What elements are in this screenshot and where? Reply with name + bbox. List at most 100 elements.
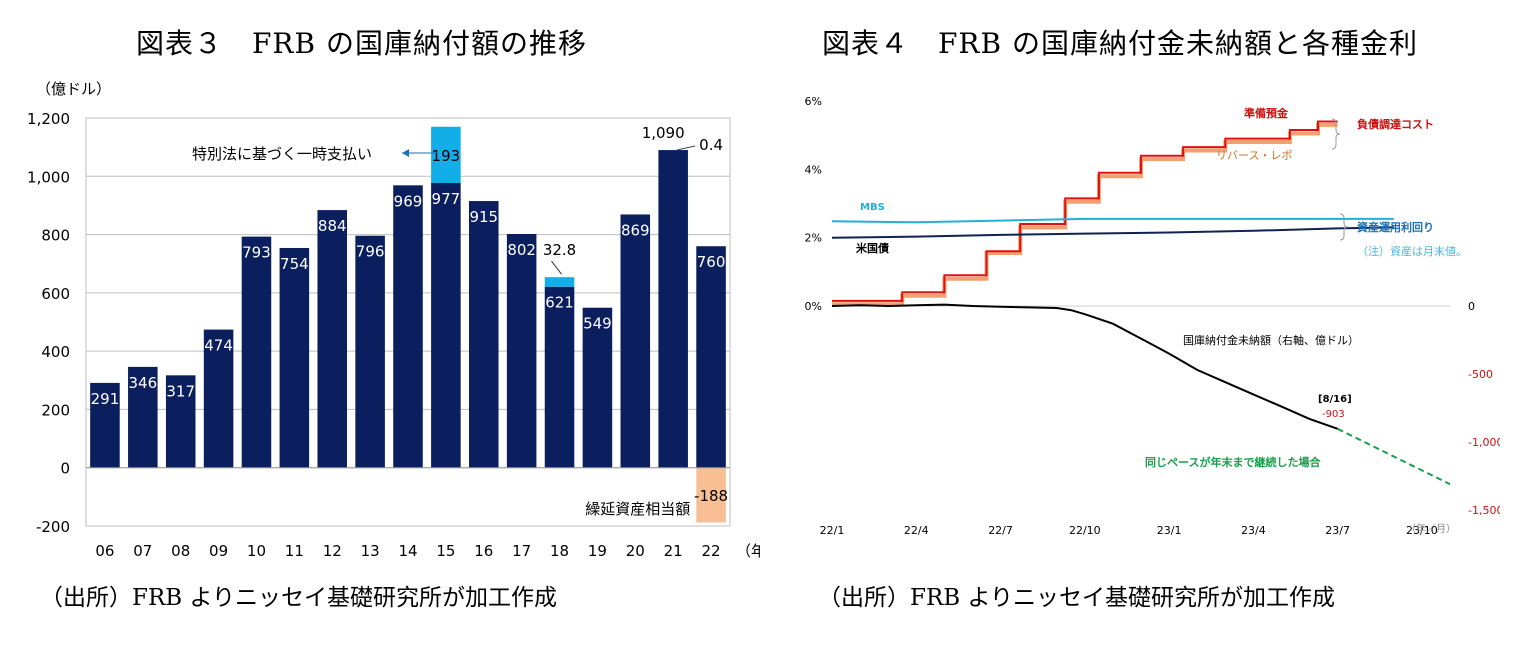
x-tick-label: 08: [171, 542, 190, 560]
bar-data-label: 793: [242, 244, 271, 262]
x-tick-label: 22/7: [988, 524, 1013, 537]
left-axis-tick: 2%: [805, 232, 822, 245]
label-reserve: 準備預金: [1244, 106, 1289, 120]
x-tick-label: 06: [95, 542, 114, 560]
bar-deferred-asset: [696, 467, 726, 523]
bar-data-label: 977: [432, 190, 461, 208]
x-tick-label: 23/10: [1406, 524, 1438, 537]
y-tick-label: 0: [60, 460, 70, 478]
line-mbs: [831, 217, 1394, 224]
line-unpaid-remittance: [831, 303, 1338, 430]
right-axis-tick: 0: [1468, 300, 1475, 313]
figure4-title: 図表４ FRB の国庫納付金未納額と各種金利: [822, 27, 1418, 60]
label-yield: 資産運用利回り: [1357, 220, 1434, 234]
x-tick-label: 09: [209, 542, 228, 560]
bar-data-label: 291: [91, 390, 120, 408]
figure3-title: 図表３ FRB の国庫納付額の推移: [136, 27, 587, 60]
bar-data-label: 317: [166, 382, 195, 400]
x-tick-label: 14: [398, 542, 417, 560]
bar-data-label: 621: [545, 294, 574, 312]
y-tick-label: 200: [41, 401, 70, 419]
bar-data-label: 346: [129, 374, 158, 392]
bar-data-label: 869: [621, 221, 650, 239]
deferred-asset-annotation: 繰延資産相当額: [585, 500, 690, 518]
bar-data-label: 549: [583, 315, 612, 333]
label-cost: 負債調達コスト: [1357, 117, 1434, 131]
x-tick-label: 23/7: [1325, 524, 1350, 537]
bar-national-treasury-payment: [431, 182, 461, 468]
line-treasury: [831, 226, 1394, 239]
x-tick-label: 20: [626, 542, 645, 560]
bar-national-treasury-payment: [203, 329, 234, 468]
x-tick-label: 13: [361, 542, 380, 560]
special-payment-label: 32.8: [543, 241, 576, 259]
brace-yield: [1339, 213, 1349, 241]
right-axis-tick: -500: [1468, 368, 1493, 381]
right-axis-tick: -1,500: [1468, 504, 1500, 517]
label-unpaid: 国庫納付金未納額（右軸、億ドル）: [1183, 333, 1359, 347]
bar-national-treasury-payment: [241, 236, 272, 468]
left-axis-tick: 0%: [805, 300, 822, 313]
y-tick-label: 400: [41, 343, 70, 361]
label-treasury: 米国債: [855, 241, 889, 255]
bar-national-treasury-payment: [582, 307, 613, 468]
special-payment-annotation: 特別法に基づく一時支払い: [192, 145, 372, 163]
x-tick-label: 11: [285, 542, 304, 560]
bar-national-treasury-payment: [468, 201, 499, 468]
y-tick-label: 800: [41, 227, 70, 245]
x-tick-label: 07: [133, 542, 152, 560]
figure3-source: （出所）FRB よりニッセイ基礎研究所が加工作成: [40, 585, 558, 611]
y-tick-label: 600: [41, 285, 70, 303]
label-projection: 同じペースが年末まで継続した場合: [1145, 455, 1321, 469]
x-tick-label: 17: [512, 542, 531, 560]
y-axis-unit: （億ドル）: [36, 80, 111, 98]
x-axis-unit: （年／月）: [1406, 522, 1456, 535]
bar-data-label: 1,090: [642, 124, 685, 142]
x-tick-label: 23/1: [1157, 524, 1182, 537]
bar-data-label: 969: [394, 192, 423, 210]
bar-national-treasury-payment: [544, 286, 575, 468]
y-tick-label: 1,200: [27, 110, 70, 128]
label-last-value: -903: [1322, 409, 1345, 420]
bar-national-treasury-payment: [317, 210, 348, 468]
arrowhead: [402, 148, 409, 157]
bar-national-treasury-payment: [279, 247, 310, 468]
bar-national-treasury-payment: [128, 366, 158, 468]
bar-national-treasury-payment: [165, 375, 196, 468]
x-tick-label: 16: [474, 542, 493, 560]
bar-special-payment: [431, 126, 461, 183]
bar-national-treasury-payment: [90, 382, 120, 468]
brace-cost: [1331, 118, 1341, 150]
y-tick-label: 1,000: [27, 168, 70, 186]
bar-data-label: 796: [356, 243, 385, 261]
x-tick-label: 15: [436, 542, 455, 560]
figure4-line-chart: 0% 2% 4% 6% 0 -500 -1,000 -1,500 22/1 22/4 22/7 22/…: [805, 95, 1500, 537]
bar-data-label: 802: [507, 241, 536, 259]
figure4-source: （出所）FRB よりニッセイ基礎研究所が加工作成: [818, 585, 1336, 611]
label-mbs: MBS: [860, 202, 885, 213]
bar-data-label: 884: [318, 217, 347, 235]
left-axis-tick: 4%: [805, 163, 822, 176]
x-tick-label: 22: [702, 542, 721, 560]
bar-special-payment: [544, 277, 575, 287]
bar-national-treasury-payment: [620, 214, 651, 468]
label-repo: リバース・レポ: [1216, 149, 1292, 162]
line-reserve-deposit: [832, 120, 1338, 302]
label-note: （注）資産は月末値。: [1357, 244, 1467, 258]
special-payment-label: 0.4: [699, 136, 723, 154]
special-payment-leader: [677, 145, 696, 151]
bar-data-label: 754: [280, 255, 309, 273]
deferred-asset-label: -188: [694, 487, 728, 505]
bar-national-treasury-payment: [506, 233, 537, 468]
x-tick-label: 22/4: [904, 524, 929, 537]
x-axis-unit: （年）: [736, 542, 760, 560]
bar-data-label: 915: [469, 208, 498, 226]
bar-national-treasury-payment: [393, 185, 423, 468]
bar-data-label: 760: [697, 253, 726, 271]
bar-national-treasury-payment: [355, 235, 385, 468]
special-payment-leader: [551, 260, 562, 275]
x-tick-label: 19: [588, 542, 607, 560]
x-tick-label: 21: [664, 542, 683, 560]
x-tick-label: 22/1: [820, 524, 845, 537]
line-projection: [1337, 427, 1451, 486]
